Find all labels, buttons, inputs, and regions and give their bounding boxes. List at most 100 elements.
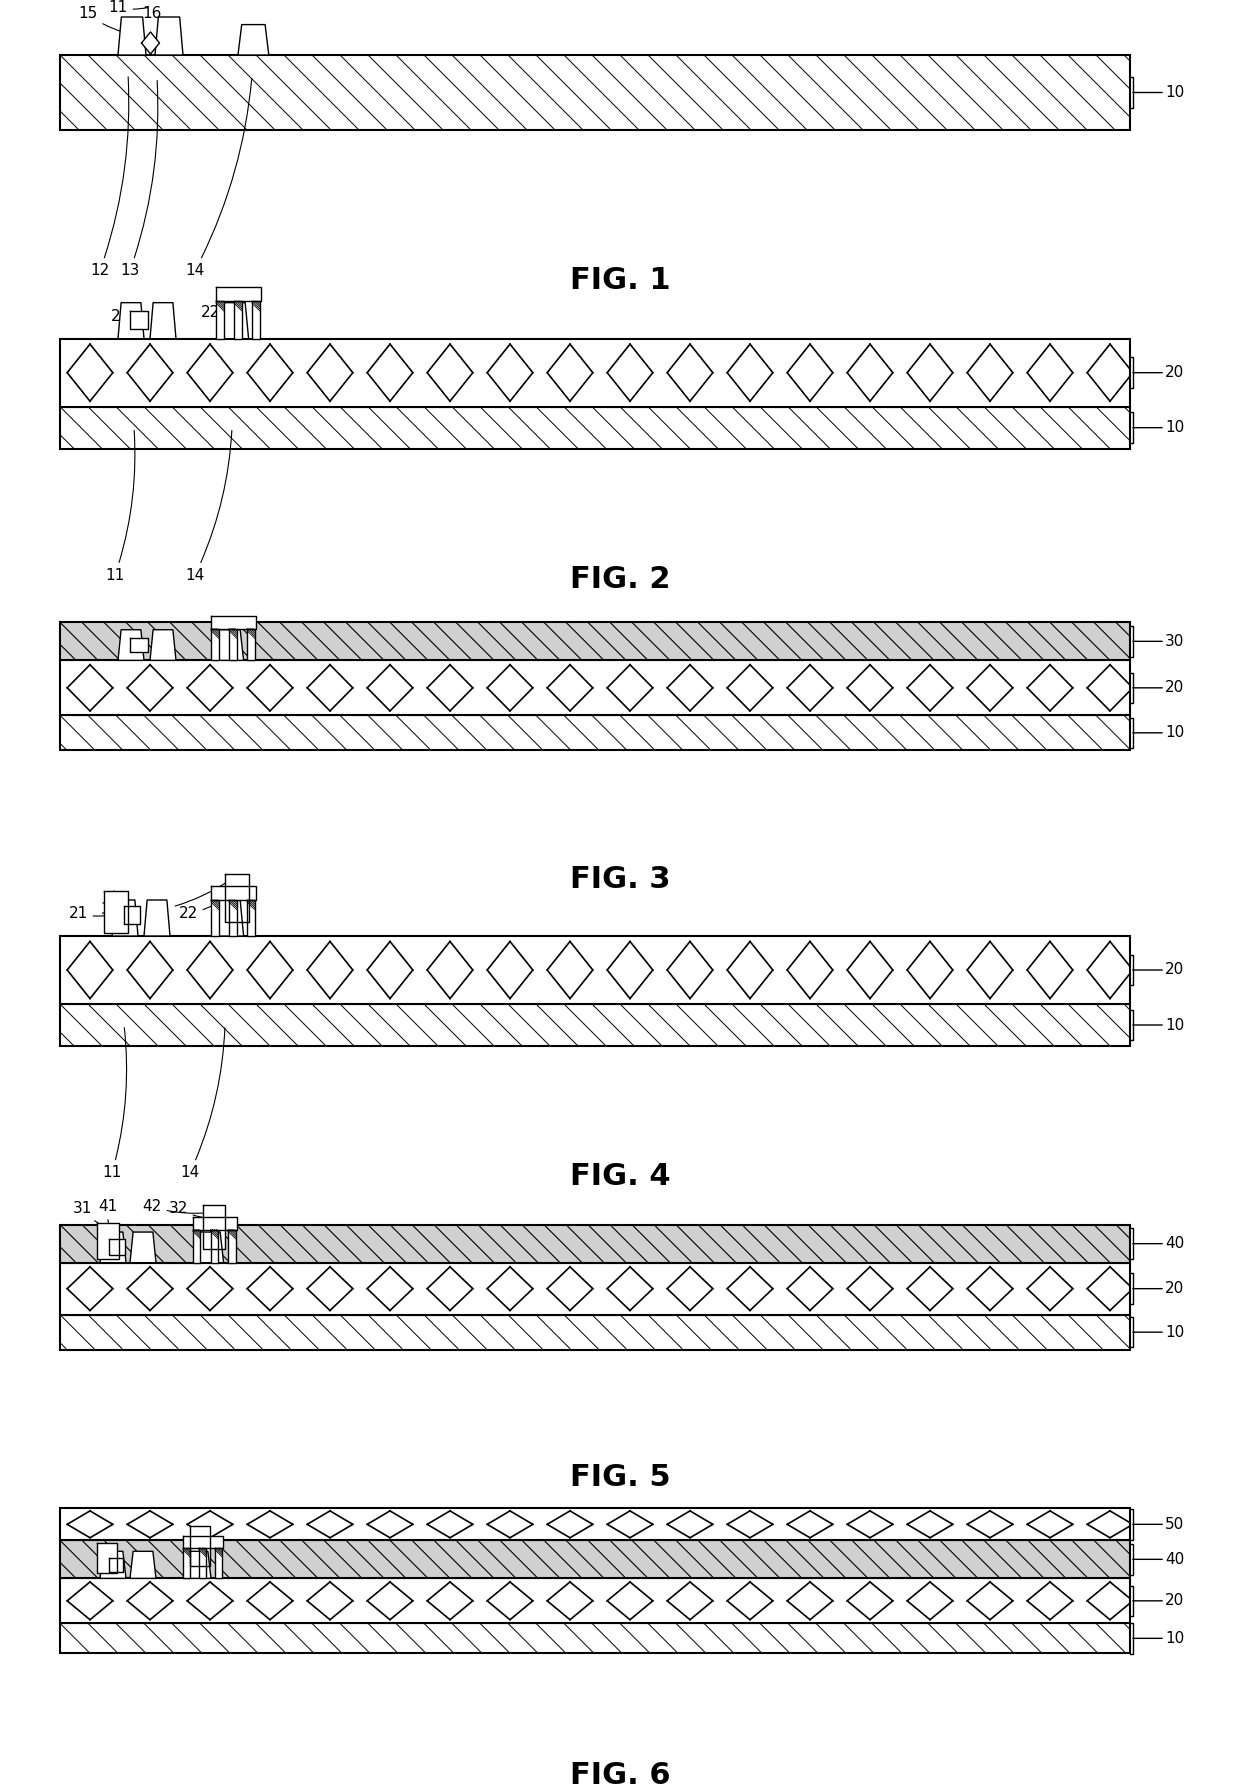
Polygon shape: [211, 616, 255, 629]
Text: 20: 20: [1130, 357, 1184, 387]
Polygon shape: [215, 1548, 222, 1579]
Polygon shape: [229, 900, 237, 935]
Polygon shape: [130, 1552, 156, 1579]
Text: 10: 10: [1130, 1317, 1184, 1348]
Text: 10: 10: [1130, 1624, 1184, 1654]
Polygon shape: [215, 629, 243, 659]
Polygon shape: [211, 1229, 218, 1263]
Polygon shape: [155, 16, 184, 56]
Bar: [60, 935, 1130, 1004]
Polygon shape: [234, 301, 242, 339]
Polygon shape: [109, 1559, 123, 1572]
Text: 14: 14: [185, 79, 252, 278]
Text: 11: 11: [105, 430, 135, 582]
Text: 22: 22: [179, 898, 227, 921]
Text: 20: 20: [1130, 1586, 1184, 1616]
Text: 41: 41: [98, 1199, 118, 1233]
Text: 20: 20: [1130, 1274, 1184, 1305]
Text: 31: 31: [72, 1201, 99, 1224]
Text: 20: 20: [1130, 672, 1184, 702]
Polygon shape: [124, 907, 140, 925]
Text: FIG. 4: FIG. 4: [569, 1163, 671, 1192]
Text: 21: 21: [68, 907, 118, 921]
Bar: [60, 1263, 1130, 1315]
Polygon shape: [211, 885, 255, 900]
Text: 11: 11: [103, 1029, 126, 1181]
Text: FIG. 6: FIG. 6: [569, 1762, 671, 1790]
Bar: [60, 1509, 1130, 1541]
Polygon shape: [195, 1233, 223, 1263]
Polygon shape: [118, 303, 144, 339]
Bar: [60, 659, 1130, 715]
Polygon shape: [216, 287, 260, 301]
Polygon shape: [247, 629, 254, 659]
Text: 31: 31: [100, 891, 120, 918]
Text: 22: 22: [201, 289, 237, 321]
Text: 32: 32: [169, 1201, 208, 1219]
Text: 16: 16: [143, 7, 172, 34]
Text: 13: 13: [120, 81, 157, 278]
Bar: [60, 1315, 1130, 1349]
Bar: [60, 622, 1130, 659]
Text: 11: 11: [108, 0, 148, 16]
Polygon shape: [150, 629, 176, 659]
Bar: [60, 1004, 1130, 1047]
Text: FIG. 5: FIG. 5: [569, 1462, 671, 1491]
Text: 40: 40: [1130, 1545, 1184, 1575]
Polygon shape: [185, 1552, 211, 1579]
Bar: [60, 715, 1130, 751]
Bar: [60, 56, 1130, 131]
Text: 32: 32: [150, 880, 231, 918]
Polygon shape: [184, 1536, 223, 1548]
Polygon shape: [252, 301, 259, 339]
Bar: [60, 1224, 1130, 1263]
Text: FIG. 3: FIG. 3: [569, 866, 671, 894]
Polygon shape: [203, 1204, 224, 1249]
Polygon shape: [198, 1548, 206, 1579]
Polygon shape: [97, 1543, 117, 1573]
Bar: [60, 1579, 1130, 1624]
Polygon shape: [216, 301, 223, 339]
Polygon shape: [190, 1527, 210, 1566]
Text: 10: 10: [1130, 412, 1184, 443]
Text: 12: 12: [91, 77, 129, 278]
Polygon shape: [219, 303, 248, 339]
Text: 10: 10: [1130, 717, 1184, 747]
Text: 14: 14: [180, 1029, 224, 1181]
Text: 10: 10: [1130, 1009, 1184, 1041]
Text: 10: 10: [1130, 77, 1184, 108]
Bar: [60, 339, 1130, 407]
Text: 42: 42: [143, 1199, 206, 1215]
Text: FIG. 2: FIG. 2: [569, 564, 671, 593]
Polygon shape: [97, 1222, 119, 1258]
Polygon shape: [104, 891, 128, 934]
Polygon shape: [211, 629, 218, 659]
Polygon shape: [215, 900, 243, 935]
Polygon shape: [193, 1229, 201, 1263]
Polygon shape: [211, 900, 218, 935]
Polygon shape: [141, 32, 160, 54]
Polygon shape: [224, 874, 249, 923]
Polygon shape: [130, 638, 148, 652]
Polygon shape: [118, 629, 144, 659]
Polygon shape: [144, 900, 170, 935]
Polygon shape: [193, 1217, 237, 1229]
Polygon shape: [130, 310, 148, 328]
Polygon shape: [247, 900, 254, 935]
Polygon shape: [100, 1233, 126, 1263]
Polygon shape: [184, 1548, 190, 1579]
Polygon shape: [238, 25, 269, 56]
Text: 30: 30: [1130, 625, 1184, 656]
Text: 50: 50: [1130, 1509, 1184, 1539]
Text: 15: 15: [78, 7, 122, 32]
Polygon shape: [228, 1229, 236, 1263]
Polygon shape: [100, 1552, 126, 1579]
Polygon shape: [118, 16, 146, 56]
Bar: [60, 1624, 1130, 1654]
Polygon shape: [109, 1238, 125, 1254]
Bar: [60, 407, 1130, 448]
Polygon shape: [150, 303, 176, 339]
Text: 40: 40: [1130, 1228, 1184, 1260]
Bar: [60, 1541, 1130, 1579]
Text: FIG. 1: FIG. 1: [569, 267, 671, 296]
